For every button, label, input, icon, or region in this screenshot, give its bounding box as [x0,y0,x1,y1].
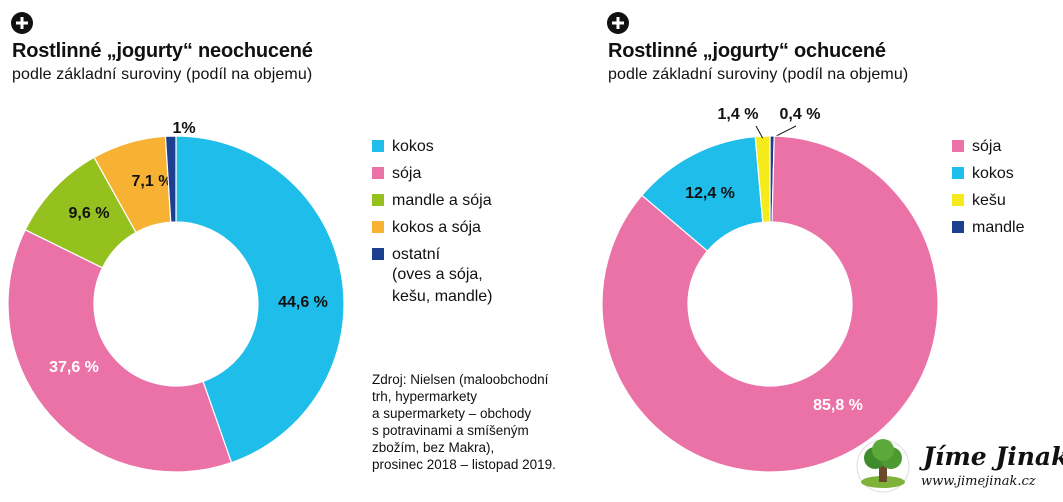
donut-slice-kešu[interactable] [754,135,771,223]
legend-item: mandle [952,219,1024,237]
legend-swatch [372,140,384,152]
chart-subtitle: podle základní suroviny (podíl na objemu… [608,66,909,83]
plus-circle-icon[interactable] [607,12,629,34]
data-label: 7,1 % [132,173,173,190]
legend-swatch [952,167,964,179]
donut-chart: 44,6 % 37,6 % 9,6 % 7,1 % 1% [7,120,345,473]
legend-item: kokos [372,138,493,156]
legend-label: mandle a sója [392,192,492,209]
legend-note: (oves a sója, [392,266,483,283]
legend-label: kešu [972,192,1006,209]
legend-note: kešu, mandle) [392,288,493,305]
logo-text: Jíme Jinak [923,442,1063,471]
legend-label: sója [392,165,422,182]
chart-legend: kokos sója mandle a sója kokos a sója ostatn… [372,138,493,317]
legend-swatch [952,140,964,152]
legend-swatch [372,221,384,233]
data-label: 37,6 % [49,359,99,376]
chart-title: Rostlinné „jogurty“ ochucené [608,40,886,62]
data-label: 12,4 % [685,185,735,202]
source-line: trh, hypermarkety [372,389,478,404]
legend-swatch [372,167,384,179]
legend-label: sója [972,138,1002,155]
legend-item: sója [952,138,1024,156]
legend-item: mandle a sója [372,192,493,210]
legend-label: kokos a sója [392,219,481,236]
source-line: prosinec 2018 – listopad 2019. [372,457,556,472]
label-leader-line [755,125,764,139]
legend-swatch [372,248,384,260]
data-label: 0,4 % [780,106,821,123]
chart-title: Rostlinné „jogurty“ neochucené [12,40,313,62]
legend-item: sója [372,165,493,183]
legend-swatch [952,221,964,233]
legend-label: mandle [972,219,1025,236]
chart-panel-neochucene: Rostlinné „jogurty“ neochucené podle zák… [7,12,582,473]
source-line: a supermarkety – obchody [372,406,532,421]
chart-panel-ochucene: Rostlinné „jogurty“ ochucené podle zákla… [596,0,1063,502]
donut-slice-ostatní[interactable] [164,135,177,223]
legend-label: ostatní [392,246,441,263]
legend-swatch [952,194,964,206]
donut-slice-sója[interactable] [7,228,233,473]
legend-item: ostatní (oves a sója, kešu, mandle) [372,246,493,308]
source-line: s potravinami a smíšeným [372,423,529,438]
legend-item: kešu [952,192,1024,210]
data-label: 85,8 % [813,397,863,414]
jime-jinak-logo[interactable]: Jíme Jinak www.jimejinak.cz [853,438,1063,494]
donut-chart: 0,4 % 85,8 % 12,4 % 1,4 % [601,106,939,473]
donut-slice-sója[interactable] [601,135,939,473]
donut-slice-kokos[interactable] [175,135,345,464]
source-line: Zdroj: Nielsen (maloobchodní [372,372,549,387]
data-label: 1% [172,120,195,137]
tree-icon [856,439,910,493]
data-label: 9,6 % [69,205,110,222]
source-line: zbožím, bez Makra), [372,440,495,455]
legend-item: kokos [952,165,1024,183]
chart-legend: sója kokos kešu mandle [952,138,1024,246]
source-note: Zdroj: Nielsen (maloobchodní trh, hyperma… [372,371,582,473]
legend-label: kokos [392,138,434,155]
logo-url: www.jimejinak.cz [921,474,1036,489]
legend-item: kokos a sója [372,219,493,237]
data-label: 1,4 % [718,106,759,123]
chart-subtitle: podle základní suroviny (podíl na objemu… [12,66,313,83]
data-label: 44,6 % [278,294,328,311]
legend-label: kokos [972,165,1014,182]
legend-swatch [372,194,384,206]
plus-circle-icon[interactable] [11,12,33,34]
